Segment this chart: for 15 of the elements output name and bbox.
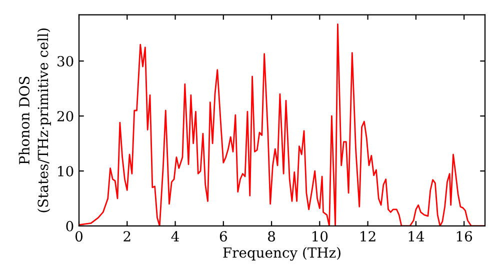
y-tick-label: 30 [58,56,74,66]
x-tick-label: 12 [360,231,376,242]
x-tick-label: 14 [408,231,424,242]
x-tick-label: 10 [312,231,328,242]
y-tick-label: 0 [66,220,74,232]
x-tick-label: 2 [124,231,130,242]
x-tick-label: 0 [75,231,82,242]
y-tick-label: 20 [57,110,74,122]
x-tick-label: 8 [268,231,276,242]
y-axis-title: Phonon DOS (States/THz·primitive cell) [18,28,51,212]
x-axis-title: Frequency (THz) [223,247,340,261]
x-tick-label: 6 [220,231,227,242]
x-tick-label: 4 [171,231,179,242]
y-tick-label: 10 [58,166,74,176]
x-tick-label: 16 [456,231,472,242]
